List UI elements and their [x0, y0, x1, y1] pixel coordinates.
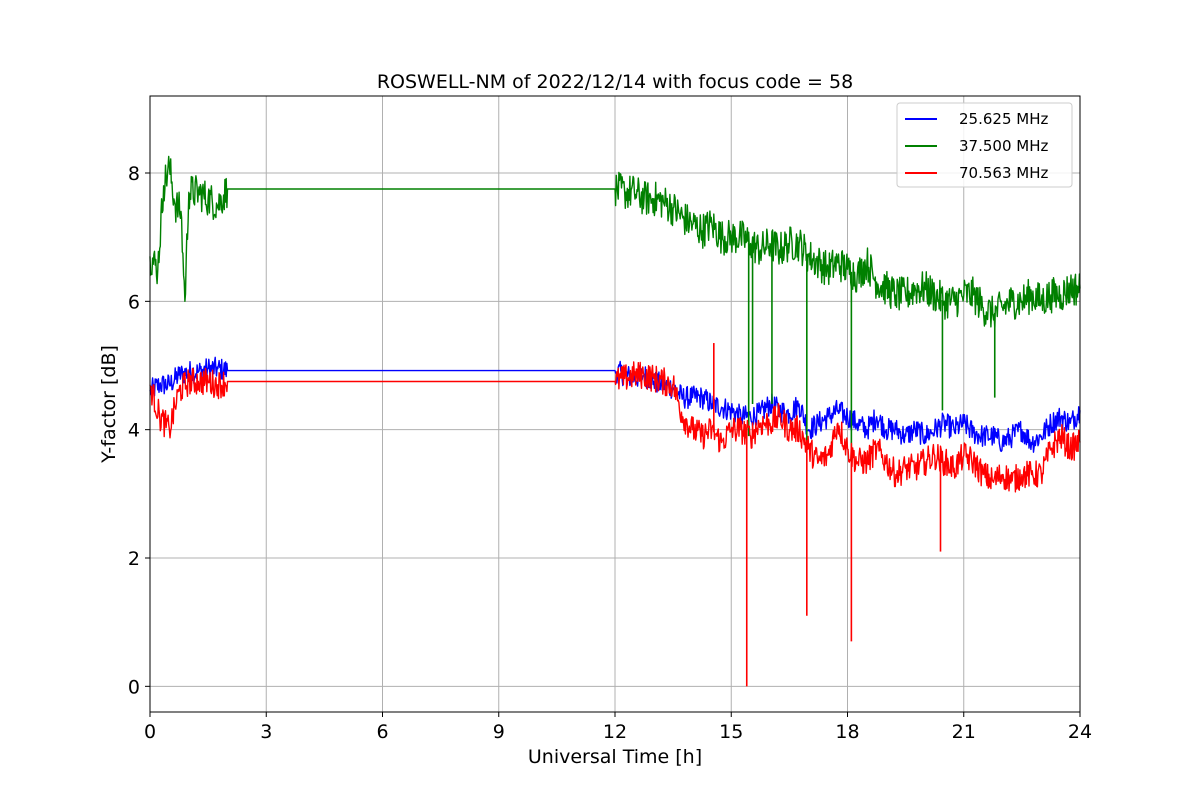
series-line [149, 155, 1081, 329]
x-tick-label: 0 [144, 721, 156, 743]
x-axis-label: Universal Time [h] [528, 746, 702, 768]
y-tick-label: 0 [128, 676, 140, 698]
y-tick-label: 8 [128, 163, 140, 185]
y-axis-label: Y-factor [dB] [98, 345, 120, 464]
x-tick-label: 9 [493, 721, 505, 743]
series-line [149, 356, 1081, 453]
x-tick-label: 12 [603, 721, 627, 743]
x-tick-label: 6 [376, 721, 388, 743]
legend-label: 25.625 MHz [959, 110, 1048, 128]
series-line [149, 361, 1081, 493]
series-37-500-mhz [149, 155, 1081, 449]
series-lines [149, 155, 1081, 687]
series-25-625-mhz [149, 356, 1081, 453]
y-tick-label: 4 [128, 420, 140, 442]
x-tick-label: 18 [835, 721, 859, 743]
x-tick-label: 3 [260, 721, 272, 743]
x-tick-label: 24 [1068, 721, 1092, 743]
legend-label: 37.500 MHz [959, 137, 1048, 155]
legend: 25.625 MHz 37.500 MHz 70.563 MHz [896, 102, 1073, 188]
x-tick-label: 15 [719, 721, 743, 743]
legend-box [896, 102, 1073, 188]
chart-title: ROSWELL-NM of 2022/12/14 with focus code… [377, 71, 853, 93]
x-tick-label: 21 [952, 721, 976, 743]
y-tick-label: 6 [128, 291, 140, 313]
legend-label: 70.563 MHz [959, 164, 1048, 182]
y-tick-label: 2 [128, 548, 140, 570]
series-70-563-mhz [149, 343, 1081, 687]
